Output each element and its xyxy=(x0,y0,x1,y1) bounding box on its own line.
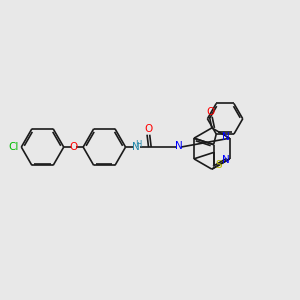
Text: O: O xyxy=(206,107,215,117)
Text: H: H xyxy=(136,140,142,149)
Text: N: N xyxy=(222,155,230,165)
Text: S: S xyxy=(216,160,222,170)
Text: Cl: Cl xyxy=(9,142,19,152)
Text: O: O xyxy=(144,124,152,134)
Text: O: O xyxy=(69,142,78,152)
Text: N: N xyxy=(222,132,230,142)
Text: N: N xyxy=(132,142,140,152)
Text: N: N xyxy=(175,141,182,151)
